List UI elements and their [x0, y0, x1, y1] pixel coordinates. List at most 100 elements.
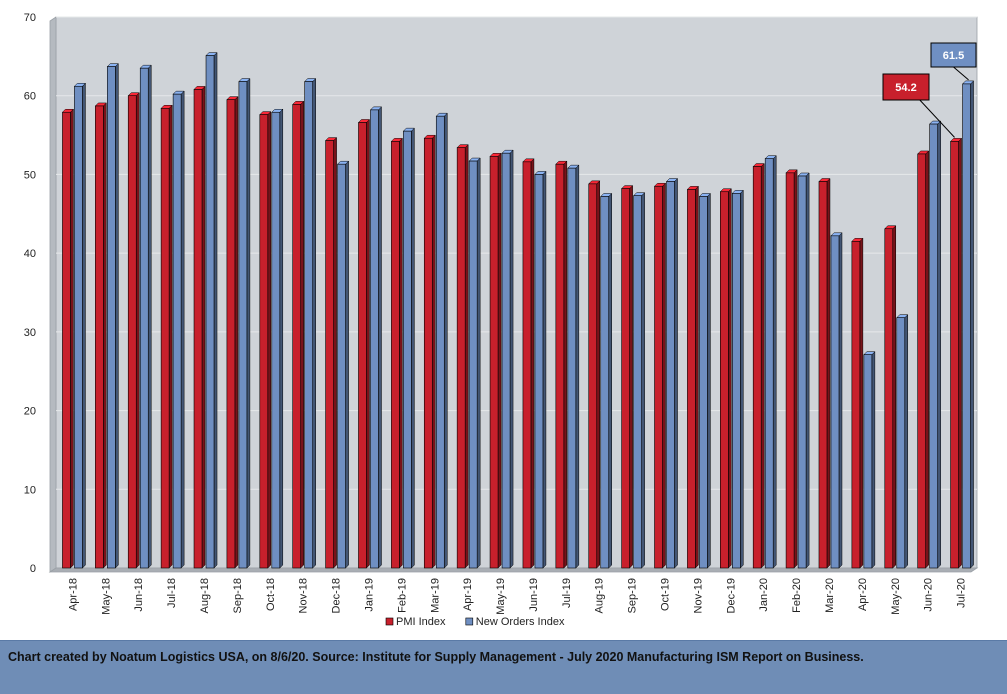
bar	[719, 188, 732, 569]
bar-front	[238, 81, 248, 569]
bar-side	[575, 164, 580, 569]
chart-area: 0 10 20 30 40 50 60 70 Apr-18 May-18 Jun-18 Jul-18 A…	[24, 12, 979, 628]
bar-front	[851, 241, 861, 569]
bar-side	[267, 111, 272, 569]
bar-front	[107, 66, 116, 569]
bar-side	[432, 134, 436, 569]
bar	[501, 149, 514, 569]
x-tick-label: Aug-19	[594, 578, 606, 613]
bar-side	[464, 144, 469, 569]
bar	[61, 108, 75, 569]
bar-side	[509, 149, 514, 569]
bar-front	[489, 156, 499, 569]
x-tick-label: Apr-19	[462, 578, 474, 611]
bar	[160, 104, 173, 569]
bar-front	[127, 95, 137, 569]
x-tick-label: Dec-19	[725, 578, 737, 613]
bar-front	[720, 191, 729, 569]
bar-front	[468, 160, 478, 569]
bar-front	[555, 163, 565, 569]
bar-side	[411, 127, 415, 569]
y-tick-label: 30	[24, 327, 36, 339]
bar	[292, 100, 305, 569]
x-tick-label: Nov-19	[692, 578, 704, 613]
bar-side	[707, 192, 711, 569]
bar-front	[764, 158, 774, 569]
bar-side	[530, 158, 535, 569]
bar	[851, 237, 864, 569]
bar-front	[139, 67, 149, 569]
bar-front	[172, 93, 182, 569]
bar-front	[567, 167, 577, 569]
bar	[752, 162, 765, 569]
bar	[172, 90, 185, 569]
bar	[555, 160, 568, 569]
bar-side	[629, 184, 633, 569]
legend-label: PMI Index	[396, 616, 446, 628]
bar-front	[435, 115, 445, 569]
bar-front	[205, 55, 215, 569]
bar	[238, 77, 251, 569]
x-tick-label: Feb-20	[791, 578, 803, 613]
callout-box	[930, 42, 977, 68]
bar-front	[863, 354, 873, 569]
bar-front	[699, 196, 708, 569]
bar	[665, 177, 679, 569]
plot-floor	[48, 567, 979, 573]
bar-side	[147, 64, 152, 569]
bar	[534, 170, 547, 569]
bar-front	[633, 195, 642, 569]
bar-side	[772, 155, 777, 569]
bar-front	[785, 172, 795, 569]
y-tick-label: 40	[24, 248, 36, 260]
bar-front	[193, 89, 203, 569]
bar-side	[871, 351, 876, 569]
bar-side	[135, 92, 140, 569]
bar	[896, 314, 909, 569]
legend-swatch	[385, 617, 394, 626]
x-tick-label: Apr-20	[857, 578, 869, 611]
bar-side	[399, 137, 403, 569]
x-tick-label: May-19	[495, 578, 507, 615]
bar	[73, 82, 87, 569]
x-tick-label: Jan-19	[363, 578, 375, 612]
bar-side	[312, 77, 316, 569]
y-tick-label: 20	[24, 406, 36, 418]
bar-front	[621, 188, 630, 569]
legend-swatch	[465, 617, 474, 626]
bar-side	[608, 192, 612, 569]
bar-side	[838, 232, 843, 569]
bar-front	[687, 189, 696, 569]
x-tick-label: Mar-20	[824, 578, 836, 613]
legend-label: New Orders Index	[476, 616, 565, 628]
x-tick-label: Dec-18	[331, 578, 343, 613]
bar	[961, 80, 975, 569]
callout-leader	[919, 99, 955, 138]
bar-front	[654, 185, 663, 569]
bar-front	[337, 163, 346, 569]
bar-front	[884, 228, 894, 569]
bar-front	[271, 111, 281, 569]
x-tick-label: Jul-20	[956, 578, 968, 608]
bar-side	[826, 177, 831, 569]
bar	[259, 111, 272, 569]
bar	[324, 136, 338, 569]
bar	[423, 134, 436, 569]
bar-side	[740, 189, 744, 569]
bar	[929, 120, 942, 569]
bar-front	[929, 123, 938, 569]
x-tick-label: Jul-18	[166, 578, 178, 608]
source-caption: Chart created by Noatum Logistics USA, o…	[8, 650, 864, 664]
bar-front	[950, 141, 959, 569]
bar	[271, 108, 284, 569]
bar-front	[304, 81, 313, 569]
bar	[764, 155, 777, 569]
bar-side	[925, 150, 929, 569]
bar	[205, 51, 218, 569]
bar-side	[82, 82, 86, 569]
bar-front	[423, 137, 433, 569]
bar-side	[168, 104, 173, 569]
x-tick-label: Jan-20	[758, 578, 770, 612]
x-tick-label: Feb-19	[396, 578, 408, 613]
bar-side	[542, 170, 547, 569]
